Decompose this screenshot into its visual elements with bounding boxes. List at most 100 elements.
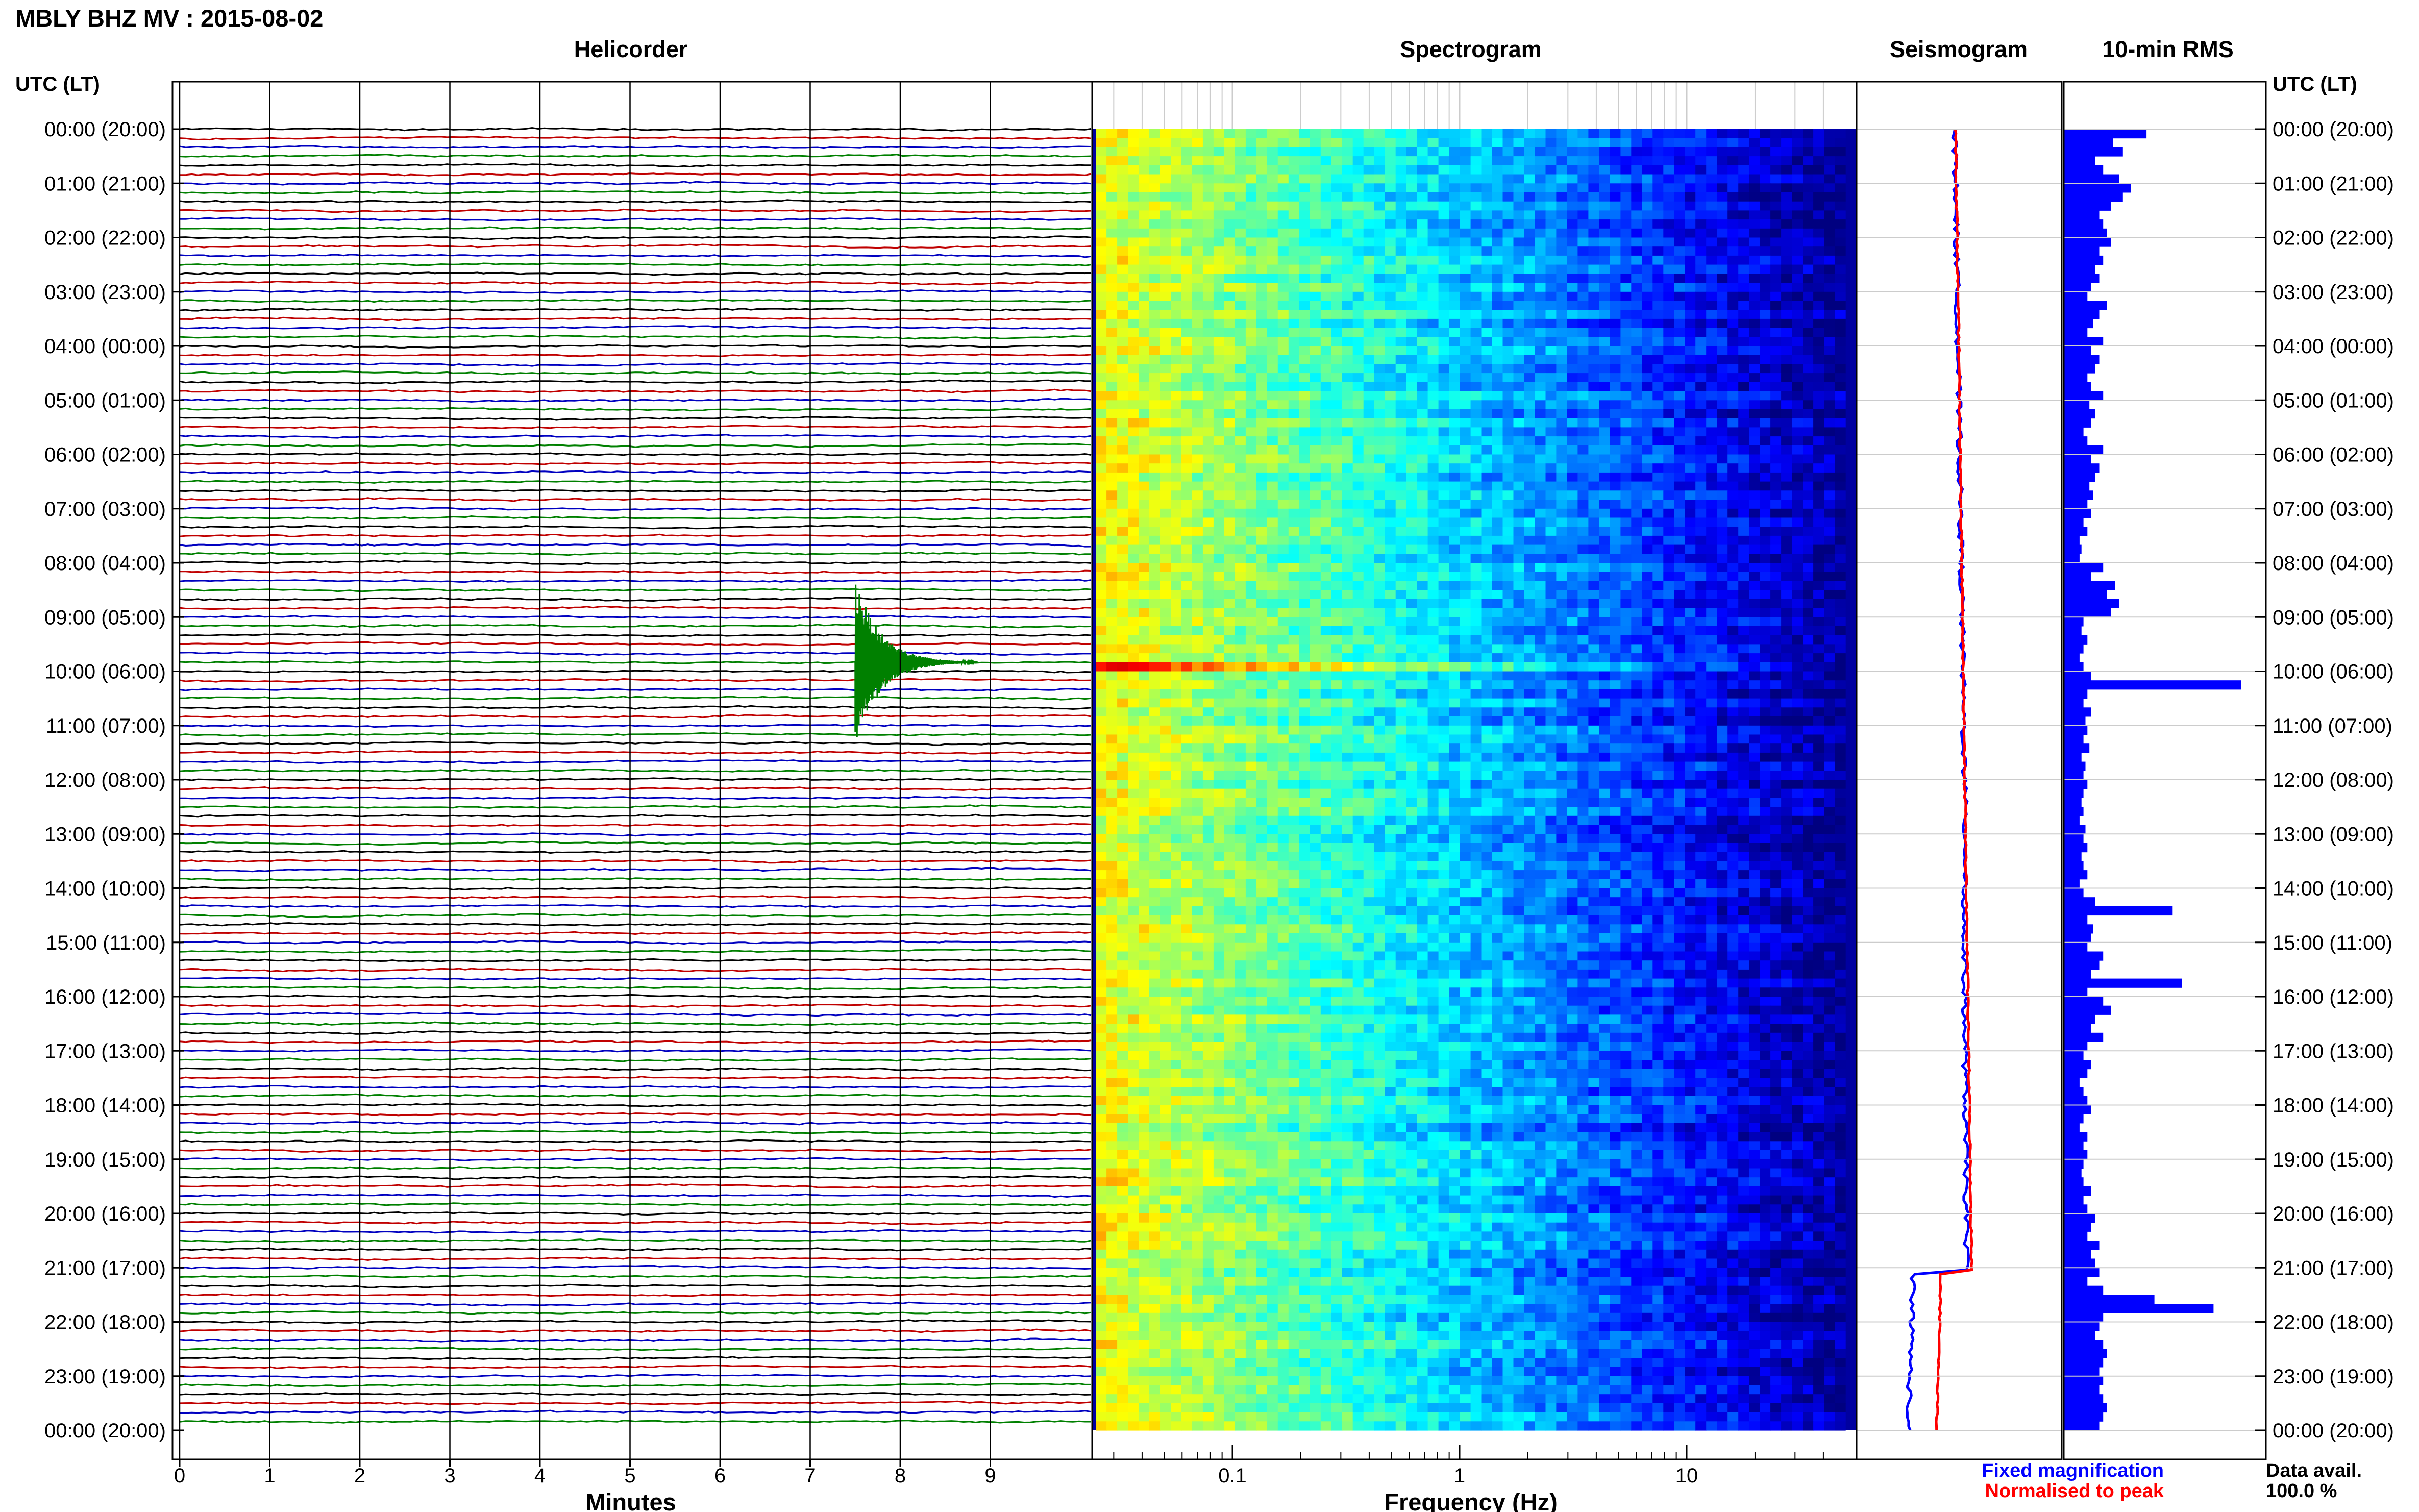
spectrogram-cell (1749, 743, 1760, 753)
spectrogram-cell (1770, 337, 1782, 346)
spectrogram-cell (1652, 373, 1664, 383)
spectrogram-cell (1556, 237, 1567, 247)
spectrogram-cell (1460, 219, 1471, 229)
spectrogram-cell (1535, 147, 1546, 157)
spectrogram-cell (1267, 445, 1278, 455)
spectrogram-cell (1706, 752, 1717, 762)
spectrogram-cell (1277, 689, 1289, 699)
spectrogram-cell (1502, 662, 1514, 672)
spectrogram-cell (1363, 183, 1375, 193)
spectrogram-cell (1342, 707, 1353, 717)
spectrogram-cell (1663, 346, 1674, 356)
spectrogram-cell (1438, 572, 1450, 581)
spectrogram-cell (1320, 246, 1332, 256)
spectrogram-cell (1685, 436, 1696, 446)
spectrogram-cell (1717, 535, 1728, 546)
spectrogram-cell (1492, 165, 1503, 175)
spectrogram-cell (1556, 752, 1567, 762)
spectrogram-cell (1288, 274, 1300, 283)
spectrogram-cell (1770, 445, 1782, 455)
spectrogram-cell (1299, 418, 1311, 428)
spectrogram-cell (1674, 481, 1685, 491)
spectrogram-cell (1299, 527, 1311, 536)
spectrogram-cell (1320, 129, 1332, 139)
spectrogram-cell (1106, 653, 1118, 663)
spectrogram-cell (1803, 716, 1814, 726)
spectrogram-cell (1202, 147, 1214, 157)
spectrogram-cell (1470, 373, 1482, 383)
spectrogram-cell (1567, 743, 1578, 753)
spectrogram-cell (1374, 500, 1386, 509)
spectrogram-cell (1738, 463, 1749, 473)
spectrogram-cell (1588, 156, 1599, 166)
spectrogram-cell (1310, 445, 1321, 455)
spectrogram-cell (1760, 201, 1771, 211)
spectrogram-cell (1299, 147, 1311, 157)
spectrogram-cell (1588, 454, 1599, 464)
spectrogram-cell (1192, 743, 1203, 753)
spectrogram-cell (1738, 310, 1749, 319)
spectrogram-cell (1202, 418, 1214, 428)
spectrogram-cell (1449, 328, 1461, 337)
spectrogram-cell (1106, 590, 1118, 600)
spectrogram-cell (1760, 355, 1771, 364)
spectrogram-cell (1181, 725, 1193, 735)
spectrogram-cell (1492, 400, 1503, 410)
spectrogram-cell (1096, 337, 1107, 346)
spectrogram-cell (1577, 454, 1589, 464)
spectrogram-cell (1395, 644, 1407, 654)
spectrogram-cell (1342, 364, 1353, 374)
spectrogram-cell (1417, 192, 1428, 202)
spectrogram-cell (1652, 427, 1664, 437)
spectrogram-cell (1427, 725, 1439, 735)
spectrogram-cell (1256, 761, 1268, 771)
spectrogram-cell (1224, 725, 1236, 735)
spectrogram-cell (1588, 472, 1599, 482)
spectrogram-cell (1288, 508, 1300, 518)
spectrogram-cell (1502, 373, 1514, 383)
spectrogram-cell (1481, 228, 1493, 238)
spectrogram-cell (1299, 156, 1311, 166)
spectrogram-cell (1674, 255, 1685, 265)
spectrogram-cell (1171, 210, 1182, 220)
spectrogram-cell (1342, 201, 1353, 211)
spectrogram-cell (1749, 328, 1760, 337)
spectrogram-cell (1685, 355, 1696, 364)
spectrogram-cell (1685, 761, 1696, 771)
spectrogram-cell (1760, 219, 1771, 229)
spectrogram-cell (1695, 707, 1707, 717)
spectrogram-cell (1792, 183, 1803, 193)
spectrogram-cell (1813, 581, 1824, 590)
spectrogram-cell (1620, 183, 1632, 193)
spectrogram-cell (1770, 201, 1782, 211)
spectrogram-cell (1245, 409, 1257, 419)
spectrogram-cell (1588, 490, 1599, 500)
spectrogram-cell (1738, 129, 1749, 139)
spectrogram-cell (1385, 210, 1396, 220)
spectrogram-cell (1352, 743, 1364, 753)
spectrogram-cell (1352, 337, 1364, 346)
spectrogram-cell (1128, 725, 1139, 735)
spectrogram-cell (1481, 472, 1493, 482)
spectrogram-cell (1717, 174, 1728, 184)
spectrogram-cell (1545, 599, 1557, 609)
spectrogram-cell (1481, 192, 1493, 202)
spectrogram-cell (1727, 626, 1739, 636)
spectrogram-cell (1706, 635, 1717, 645)
spectrogram-cell (1588, 409, 1599, 419)
spectrogram-cell (1727, 707, 1739, 717)
spectrogram-cell (1320, 237, 1332, 247)
spectrogram-cell (1385, 527, 1396, 536)
spectrogram-cell (1588, 463, 1599, 473)
spectrogram-cell (1599, 716, 1610, 726)
spectrogram-cell (1202, 156, 1214, 166)
spectrogram-cell (1824, 400, 1835, 410)
spectrogram-cell (1096, 274, 1107, 283)
spectrogram-cell (1695, 418, 1707, 428)
spectrogram-cell (1160, 508, 1171, 518)
spectrogram-cell (1524, 535, 1536, 546)
spectrogram-cell (1128, 590, 1139, 600)
spectrogram-cell (1181, 382, 1193, 392)
spectrogram-cell (1342, 391, 1353, 401)
spectrogram-cell (1760, 635, 1771, 645)
